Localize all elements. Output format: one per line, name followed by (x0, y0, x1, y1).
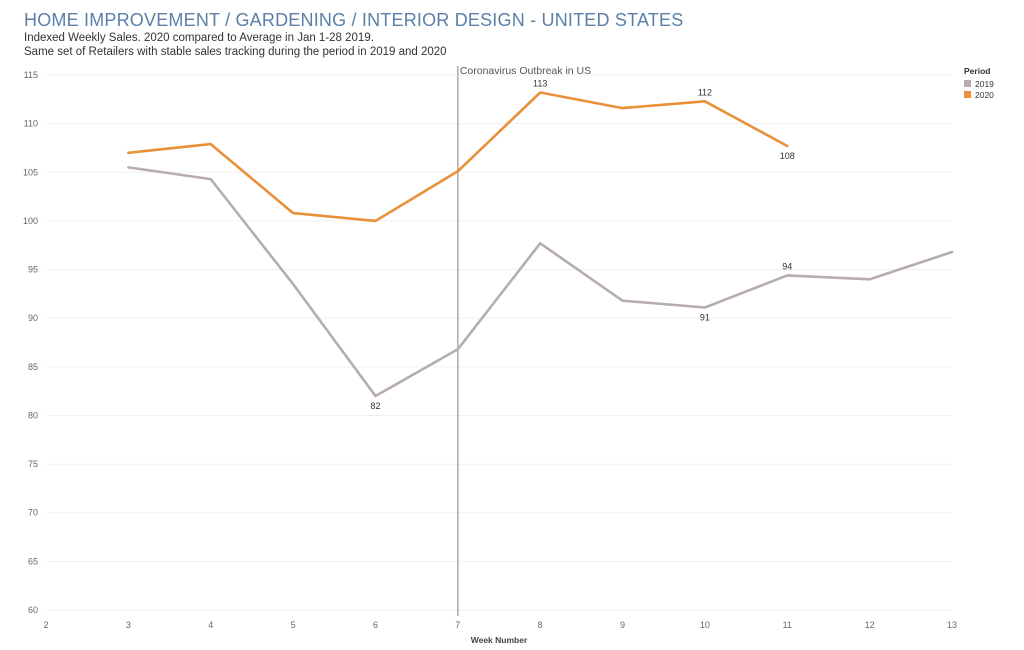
data-label-2020-week-8: 113 (533, 79, 547, 89)
y-tick-label-100: 100 (23, 216, 38, 226)
data-label-2020-week-11: 108 (780, 151, 795, 161)
data-label-2019-week-11: 94 (782, 261, 792, 271)
y-tick-label-90: 90 (28, 313, 38, 323)
legend-label-2019: 2019 (975, 78, 994, 89)
x-tick-label-4: 4 (208, 620, 213, 630)
chart-title: HOME IMPROVEMENT / GARDENING / INTERIOR … (24, 10, 684, 30)
x-tick-label-2: 2 (43, 620, 48, 630)
y-tick-label-115: 115 (24, 70, 38, 80)
y-axis-ticks: 60 65 70 75 80 85 90 95 100 105 110 115 (23, 70, 38, 615)
legend-swatch-2019 (964, 80, 971, 87)
data-label-2019-week-6: 82 (370, 401, 380, 411)
x-axis-title: Week Number (471, 635, 528, 645)
series-line-2020[interactable] (127, 91, 789, 223)
x-tick-label-11: 11 (783, 620, 792, 630)
series-layer (127, 91, 954, 398)
x-tick-label-12: 12 (865, 620, 875, 630)
y-tick-label-75: 75 (28, 459, 38, 469)
gridlines (46, 74, 952, 611)
legend-item-2020[interactable]: 2020 (964, 89, 994, 100)
annotation-layer: Coronavirus Outbreak in US (457, 65, 591, 616)
x-tick-label-9: 9 (620, 620, 625, 630)
data-label-2019-week-10: 91 (700, 312, 710, 322)
data-label-2020-week-10: 112 (698, 87, 712, 97)
x-tick-label-5: 5 (291, 620, 296, 630)
legend-title: Period (964, 66, 991, 76)
y-tick-label-105: 105 (23, 167, 38, 177)
y-tick-label-80: 80 (28, 410, 38, 420)
series-line-2019[interactable] (127, 166, 954, 398)
y-tick-label-70: 70 (28, 508, 38, 518)
data-label-layer: 82 91 94 113 112 108 (370, 79, 794, 411)
legend-item-2019[interactable]: 2019 (964, 78, 994, 89)
y-tick-label-60: 60 (28, 605, 38, 615)
legend-swatch-2020 (964, 91, 971, 98)
y-tick-label-110: 110 (24, 119, 38, 129)
x-tick-label-13: 13 (947, 620, 957, 630)
y-tick-label-65: 65 (28, 556, 38, 566)
y-tick-label-95: 95 (28, 265, 38, 275)
x-tick-label-10: 10 (700, 620, 710, 630)
annotation-label-outbreak: Coronavirus Outbreak in US (460, 65, 591, 77)
x-tick-label-3: 3 (126, 620, 131, 630)
x-tick-label-6: 6 (373, 620, 378, 630)
chart-subtitle-2: Same set of Retailers with stable sales … (24, 46, 447, 58)
x-axis-ticks: 2 3 4 5 6 7 8 9 10 11 12 13 (43, 620, 957, 630)
x-tick-label-7: 7 (455, 620, 460, 630)
legend: Period 2019 2020 (964, 66, 994, 100)
y-tick-label-85: 85 (28, 362, 38, 372)
x-tick-label-8: 8 (538, 620, 543, 630)
legend-label-2020: 2020 (975, 89, 994, 100)
chart-subtitle-1: Indexed Weekly Sales. 2020 compared to A… (24, 32, 374, 44)
